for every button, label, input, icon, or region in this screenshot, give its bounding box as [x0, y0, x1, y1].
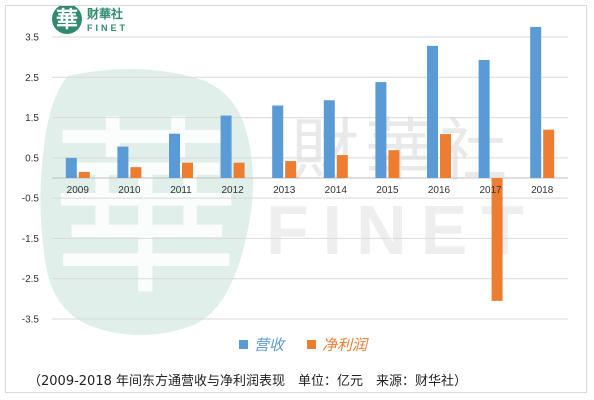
- revenue-bar-2014: [323, 100, 335, 178]
- revenue-bar-2016: [427, 45, 438, 179]
- logo-mark: 華: [56, 7, 78, 33]
- profit-bar-2010: [130, 167, 142, 178]
- revenue-bar-2010: [117, 146, 129, 178]
- watermark-latin: FINET: [266, 191, 538, 269]
- x-axis-ticks: 2009 2010 2011 2012 2013 2014 2015 2016 2017 2018: [67, 185, 554, 196]
- y-tick-label: 1.5: [25, 113, 39, 124]
- legend-swatch-profit: [307, 340, 316, 349]
- y-tick-label: 3.5: [25, 33, 39, 44]
- revenue-bar-2009: [65, 157, 77, 178]
- profit-bar-2012: [233, 162, 245, 178]
- x-tick-label: 2016: [428, 185, 451, 196]
- revenue-bar-2017: [478, 59, 490, 178]
- y-tick-label: -3.5: [22, 315, 40, 326]
- legend-swatch-revenue: [239, 340, 248, 349]
- revenue-bar-2015: [375, 82, 387, 178]
- x-tick-label: 2017: [479, 185, 502, 196]
- x-tick-label: 2012: [221, 185, 244, 196]
- watermark-mark: 華: [51, 100, 241, 321]
- legend-label-profit: 净利润: [322, 336, 369, 354]
- legend: 营收 净利润: [239, 336, 369, 354]
- finet-logo: 華 财華社 FINET: [52, 6, 128, 34]
- legend-label-revenue: 营收: [254, 336, 286, 354]
- logo-badge: [52, 6, 82, 34]
- logo-name: 财華社: [86, 6, 123, 21]
- y-tick-label: -0.5: [22, 194, 40, 205]
- x-tick-label: 2014: [325, 185, 348, 196]
- revenue-bar-2012: [220, 115, 232, 178]
- y-tick-label: 2.5: [25, 73, 39, 84]
- y-tick-label: -1.5: [22, 234, 40, 245]
- revenue-bar-2018: [530, 26, 542, 178]
- profit-bar-2015: [388, 150, 400, 178]
- profit-bar-2013: [285, 161, 297, 178]
- revenue-bar-2013: [272, 105, 284, 178]
- chart: 華 財華社 FINET 3.5 2.5 1.5 0.5 -0.5 -1.5 -2.5 -3.5…: [22, 6, 568, 354]
- x-tick-label: 2013: [273, 185, 296, 196]
- chart-frame: 華 財華社 FINET 3.5 2.5 1.5 0.5 -0.5 -1.5 -2.5 -3.5…: [5, 5, 587, 393]
- profit-bar-2009: [78, 171, 90, 178]
- y-axis-ticks: 3.5 2.5 1.5 0.5 -0.5 -1.5 -2.5 -3.5: [22, 33, 40, 326]
- profit-bar-2017: [491, 178, 503, 301]
- profit-bar-2011: [182, 162, 193, 178]
- watermark-splash: [40, 68, 254, 336]
- profit-bar-2018: [543, 129, 555, 178]
- x-tick-label: 2018: [531, 185, 554, 196]
- chart-caption: （2009-2018 年间东方通营收与净利润表现 单位：亿元 来源：财华社）: [28, 374, 467, 389]
- x-tick-label: 2010: [118, 185, 141, 196]
- y-tick-label: -2.5: [22, 274, 40, 285]
- x-tick-label: 2011: [170, 185, 192, 196]
- y-tick-label: 0.5: [25, 153, 39, 164]
- profit-bar-2014: [336, 155, 348, 178]
- x-tick-label: 2015: [376, 185, 399, 196]
- logo-latin: FINET: [87, 23, 128, 33]
- profit-bar-2016: [440, 134, 451, 178]
- x-tick-label: 2009: [67, 185, 90, 196]
- watermark: 華 財華社 FINET: [40, 68, 538, 336]
- bars: [65, 26, 555, 301]
- revenue-bar-2011: [169, 133, 180, 178]
